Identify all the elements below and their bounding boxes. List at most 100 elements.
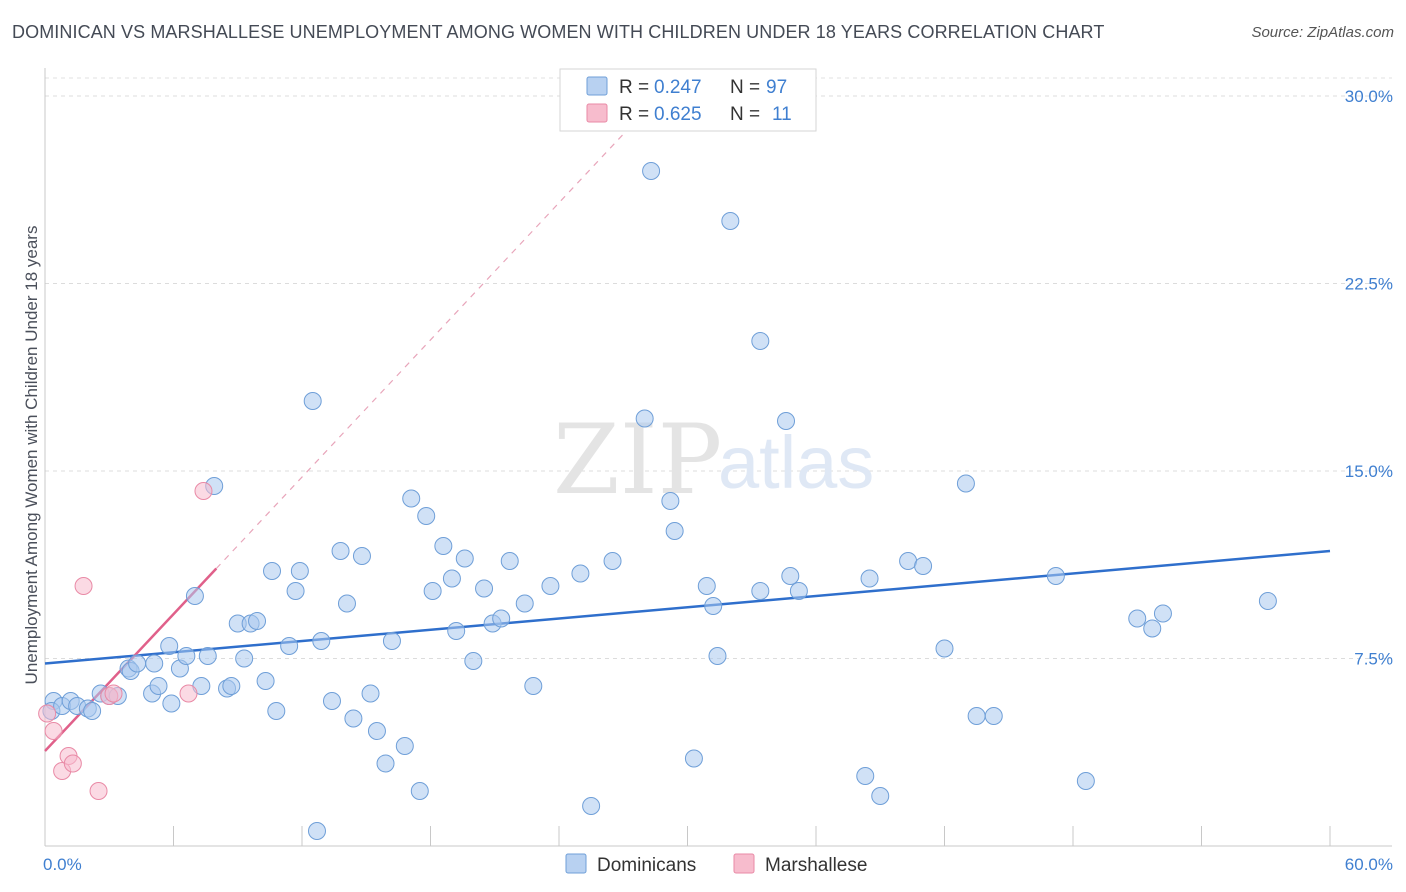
dominican-point <box>410 782 429 800</box>
dominican-point <box>361 684 380 703</box>
dominican-point <box>331 542 350 560</box>
marshallese-point <box>89 782 108 800</box>
marshallese-point <box>179 684 198 703</box>
bottom-legend-swatch-marshallese <box>733 853 755 874</box>
dominican-point <box>967 707 986 725</box>
dominican-point <box>286 582 305 600</box>
dominican-point <box>789 582 808 600</box>
dominican-point <box>603 552 622 570</box>
x-tick-label: 60.0% <box>1345 855 1393 874</box>
dominican-point <box>402 489 421 508</box>
dominican-point <box>263 562 282 580</box>
bottom-legend-label-marshallese: Marshallese <box>765 855 867 876</box>
dominican-point <box>1076 772 1095 790</box>
grid-lines <box>45 77 1392 659</box>
dominican-point <box>455 549 474 568</box>
dominican-point <box>661 492 680 510</box>
dominican-point <box>684 749 703 768</box>
dominican-point <box>935 639 954 658</box>
dominican-point <box>781 567 800 585</box>
legend-n-value-2: 11 <box>772 104 792 125</box>
dominican-point <box>290 562 309 580</box>
dominican-point <box>665 522 684 540</box>
legend-r-label-2: R = <box>619 104 649 125</box>
dominican-point <box>721 212 740 230</box>
marshallese-point <box>44 722 63 740</box>
y-tick-labels: 7.5% 15.0% 22.5% 30.0% <box>1345 87 1393 669</box>
dominican-point <box>642 162 661 180</box>
dominican-point <box>352 547 371 565</box>
legend: R = 0.247 N = 97 R = 0.625 N = 11 <box>559 68 817 132</box>
dominican-point <box>280 637 299 655</box>
marshallese-point <box>104 684 123 703</box>
bottom-legend: Dominicans Marshallese <box>565 853 867 876</box>
dominican-point <box>149 677 168 695</box>
dominican-point <box>524 677 543 695</box>
dominican-point <box>515 594 534 613</box>
dominican-point <box>222 677 241 695</box>
dominican-point <box>337 594 356 613</box>
dominican-point <box>198 647 217 665</box>
dominican-point <box>248 612 267 630</box>
dominican-point <box>475 579 494 598</box>
legend-n-value-1: 97 <box>766 77 787 98</box>
dominican-point <box>1046 567 1065 585</box>
y-tick-label: 22.5% <box>1345 275 1393 294</box>
dominican-point <box>312 632 331 650</box>
dominican-point <box>376 754 395 773</box>
y-axis-label: Unemployment Among Women with Children U… <box>22 226 41 685</box>
dominican-point <box>307 822 326 840</box>
dominican-point <box>914 557 933 575</box>
dominican-point <box>185 587 204 605</box>
bottom-legend-label-dominicans: Dominicans <box>597 855 696 876</box>
dominican-point <box>899 552 918 570</box>
dominican-point <box>447 622 466 640</box>
y-tick-label: 30.0% <box>1345 87 1393 106</box>
dominican-point <box>582 797 601 815</box>
dominican-point <box>1128 609 1147 628</box>
dominican-point <box>128 654 147 673</box>
dominican-point <box>382 632 401 650</box>
dominican-point <box>162 694 181 713</box>
marshallese-point <box>63 754 82 773</box>
dominican-point <box>303 392 322 410</box>
legend-r-value-1: 0.247 <box>654 77 702 98</box>
dominican-point <box>267 702 286 720</box>
dominican-point <box>177 647 196 665</box>
dominican-point <box>871 787 890 805</box>
dominican-point <box>860 569 879 588</box>
dominican-point <box>442 569 461 588</box>
legend-swatch-dominicans <box>586 76 608 96</box>
chart-title: DOMINICAN VS MARSHALLESE UNEMPLOYMENT AM… <box>12 22 1105 42</box>
dominican-trend-line <box>44 549 1331 665</box>
dominican-point <box>697 577 716 595</box>
dominican-point <box>635 409 654 428</box>
dominican-point <box>500 552 519 570</box>
bottom-legend-swatch-dominicans <box>565 853 587 874</box>
dominican-point <box>708 647 727 665</box>
dominican-point <box>145 654 164 673</box>
dominican-point <box>984 707 1003 725</box>
dominican-point <box>423 582 442 600</box>
dominican-point <box>704 597 723 615</box>
dominican-point <box>235 649 254 668</box>
dominican-point <box>751 332 770 350</box>
marshallese-point <box>74 577 93 595</box>
dominican-point <box>395 737 414 755</box>
dominican-point <box>256 672 275 690</box>
dominican-point <box>777 412 796 430</box>
dominican-point <box>367 722 386 740</box>
marshallese-point <box>194 482 213 500</box>
y-tick-label: 15.0% <box>1345 462 1393 481</box>
data-points <box>38 162 1277 840</box>
dominican-point <box>492 609 511 628</box>
legend-swatch-marshallese <box>586 103 608 123</box>
dominican-point <box>434 537 453 555</box>
legend-n-label-1: N = <box>730 77 760 98</box>
watermark: ZIP atlas <box>553 404 874 516</box>
legend-r-value-2: 0.625 <box>654 104 702 125</box>
watermark-atlas: atlas <box>718 421 874 504</box>
dominican-point <box>751 582 770 600</box>
dominican-point <box>344 709 363 728</box>
